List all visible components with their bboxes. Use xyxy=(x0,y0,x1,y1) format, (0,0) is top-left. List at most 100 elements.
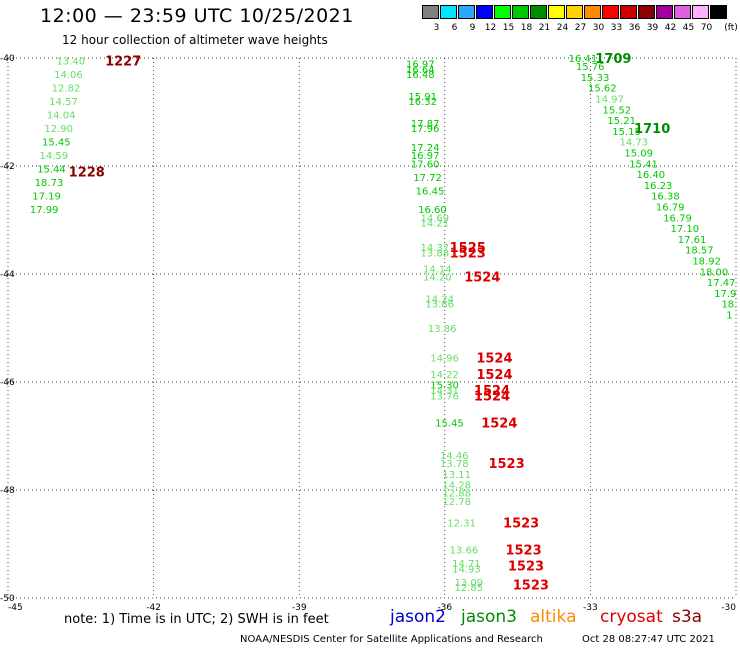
legend-label: 24 xyxy=(556,23,569,33)
swh-value-label: 12.78 xyxy=(442,497,471,508)
swh-value-label: 17.72 xyxy=(413,173,442,184)
legend-label: 18 xyxy=(520,23,533,33)
swh-value-label: 17.96 xyxy=(411,124,440,135)
swh-value-label: 14.06 xyxy=(54,70,83,81)
legend-label: 70 xyxy=(700,23,713,33)
time-label: 1524 xyxy=(474,390,510,405)
swh-value-label: 15.30 xyxy=(430,381,459,392)
swh-value-label: 13.40 xyxy=(57,57,86,68)
time-label: 1523 xyxy=(450,246,486,261)
swh-value-label: 14.93 xyxy=(452,564,481,575)
time-label: 1523 xyxy=(513,579,549,594)
swh-value-label: 14.96 xyxy=(430,354,459,365)
satellite-name: altika xyxy=(530,607,577,627)
time-label: 1525 xyxy=(450,241,486,256)
swh-value-label: 15.41 xyxy=(629,159,658,170)
swh-value-label: 13.78 xyxy=(440,459,469,470)
swh-value-label: 14.28 xyxy=(442,481,471,492)
swh-value-label: 17.60 xyxy=(411,159,440,170)
y-tick-label: -46 xyxy=(0,378,15,388)
swh-value-label: 12.90 xyxy=(44,124,73,135)
swh-value-label: 16.32 xyxy=(408,97,437,108)
swh-value-label: 14.20 xyxy=(423,273,452,284)
swh-value-label: 16.40 xyxy=(637,170,666,181)
swh-value-label: 17.19 xyxy=(32,192,61,203)
legend-unit: (ft) xyxy=(724,23,738,33)
timestamp: Oct 28 08:27:47 UTC 2021 xyxy=(582,634,715,645)
swh-value-label: 18.73 xyxy=(35,178,64,189)
swh-value-label: 17.99 xyxy=(30,205,59,216)
y-tick-label: -40 xyxy=(0,54,15,64)
swh-value-label: 12.31 xyxy=(447,518,476,529)
data-marks: 13.40 14.06 12.82 14.57 14.04 12.90 15.45 14.59… xyxy=(30,52,738,594)
swh-value-label: 13.66 xyxy=(450,545,479,556)
legend-label: 45 xyxy=(682,23,695,33)
swh-value-label: 17.9 xyxy=(714,289,736,300)
time-label: 1524 xyxy=(476,368,512,383)
swh-value-label: 16.48 xyxy=(406,70,435,81)
swh-value-label: 16.23 xyxy=(644,181,673,192)
swh-value-label: 13.11 xyxy=(442,470,471,481)
legend-label: 15 xyxy=(502,23,515,33)
legend-swatch xyxy=(512,5,529,19)
satellite-name: cryosat xyxy=(600,607,663,627)
legend-label: 21 xyxy=(538,23,551,33)
swh-value-label: 14.71 xyxy=(452,559,481,570)
time-label: 1228 xyxy=(69,165,105,180)
legend-swatch xyxy=(548,5,565,19)
legend-swatch xyxy=(692,5,709,19)
legend-swatch xyxy=(710,5,727,19)
legend-swatch xyxy=(566,5,583,19)
swh-value-label: 14.22 xyxy=(430,370,459,381)
x-tick-label: -42 xyxy=(146,603,161,613)
time-label: 1524 xyxy=(481,417,517,432)
swh-value-label: 14.37 xyxy=(421,243,450,254)
x-tick-label: -30 xyxy=(721,603,736,613)
legend-swatch xyxy=(602,5,619,19)
swh-value-label: 18.92 xyxy=(692,257,721,268)
swh-value-label: 16.64 xyxy=(406,65,435,76)
axis-ticks: -45 -42 -39 -36 -33 -30 -40 -42 -44 -46 -48 -50 xyxy=(0,54,736,613)
swh-value-label: 16.60 xyxy=(418,205,447,216)
swh-value-label: 16.45 xyxy=(416,186,445,197)
legend-swatch xyxy=(638,5,655,19)
legend-label: 6 xyxy=(451,23,458,33)
swh-value-label: 13.86 xyxy=(428,324,457,335)
swh-value-label: 16.38 xyxy=(651,192,680,203)
x-tick-label: -33 xyxy=(583,603,598,613)
swh-value-label: 14.24 xyxy=(425,294,454,305)
y-tick-label: -50 xyxy=(0,594,15,604)
satellite-name: jason2 xyxy=(390,607,446,627)
swh-value-label: 13.09 xyxy=(455,578,484,589)
swh-value-label: 12.85 xyxy=(455,583,484,594)
swh-value-label: 12.82 xyxy=(52,84,81,95)
swh-value-label: 12.88 xyxy=(442,489,471,500)
swh-value-label: 15.62 xyxy=(588,84,617,95)
swh-value-label: 18.00 xyxy=(700,267,729,278)
swh-value-label: 16.79 xyxy=(656,203,685,214)
swh-value-label: 16.97 xyxy=(406,59,435,70)
legend-swatch xyxy=(440,5,457,19)
swh-value-label: 18. xyxy=(721,300,737,311)
swh-value-label: 14.04 xyxy=(47,111,76,122)
swh-value-label: 17.61 xyxy=(678,235,707,246)
swh-value-label: 17.10 xyxy=(670,224,699,235)
swh-value-label: 15.44 xyxy=(37,165,66,176)
legend-swatch xyxy=(458,5,475,19)
page-title: 12:00 — 23:59 UTC 10/25/2021 xyxy=(40,5,354,27)
swh-value-label: 15.21 xyxy=(607,116,636,127)
time-label: 1524 xyxy=(464,271,500,286)
swh-value-label: 14.73 xyxy=(620,138,649,149)
legend-swatch xyxy=(620,5,637,19)
swh-value-label: 13.88 xyxy=(421,248,450,259)
swh-value-label: 15.76 xyxy=(576,62,605,73)
swh-value-label: 14.57 xyxy=(49,97,78,108)
swh-value-label: 15.52 xyxy=(603,105,632,116)
swh-value-label: 14.14 xyxy=(423,265,452,276)
swh-value-label: 13.86 xyxy=(425,300,454,311)
time-label: 1524 xyxy=(474,384,510,399)
swh-value-label: 16.97 xyxy=(411,151,440,162)
page-subtitle: 12 hour collection of altimeter wave hei… xyxy=(62,33,328,47)
legend-label: 42 xyxy=(664,23,677,33)
